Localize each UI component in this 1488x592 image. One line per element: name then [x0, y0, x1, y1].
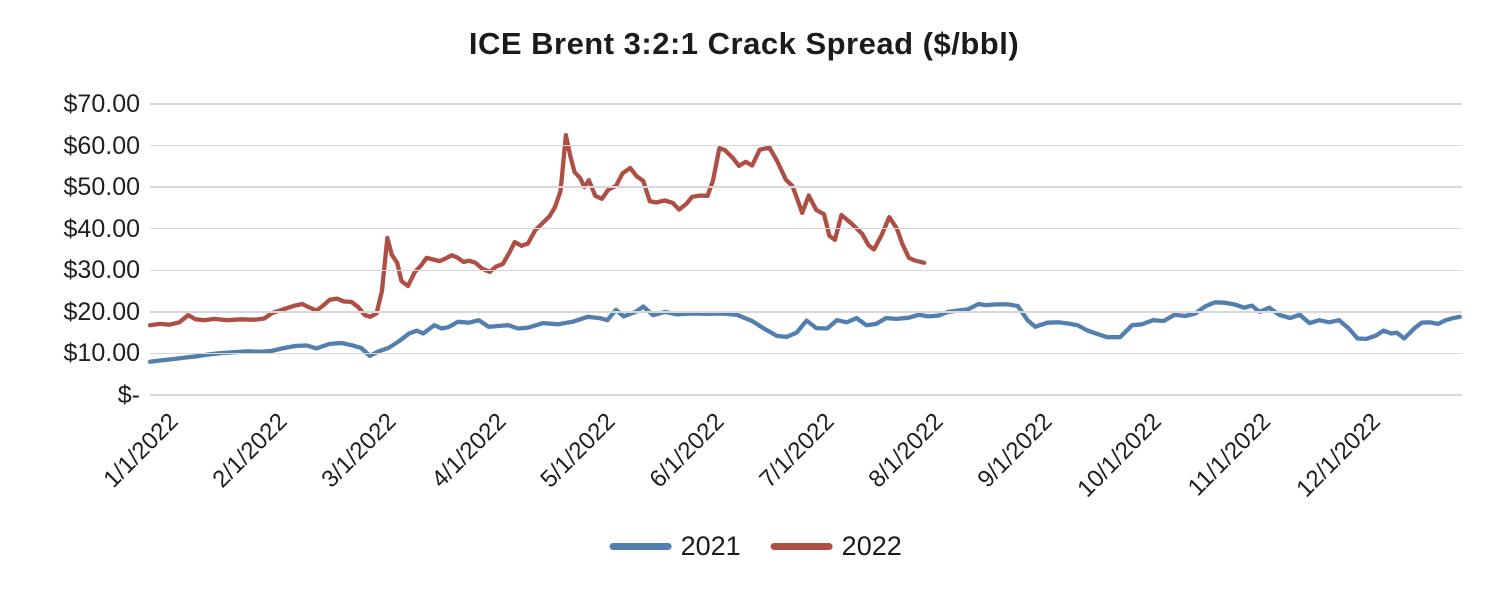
x-axis-label: 8/1/2022 [863, 408, 949, 494]
y-axis: $70.00 $60.00 $50.00 $40.00 $30.00 $20.00 $10.… [0, 90, 140, 409]
gridline [150, 311, 1462, 313]
x-axis-label: 5/1/2022 [535, 408, 621, 494]
y-axis-label: $60.00 [63, 131, 140, 160]
legend-label-2021: 2021 [680, 531, 741, 561]
legend-line-2021-icon [609, 543, 672, 550]
x-axis-label: 9/1/2022 [972, 408, 1058, 494]
gridline [150, 352, 1462, 355]
chart-lines [147, 133, 1462, 364]
y-axis-label: $20.00 [63, 297, 140, 326]
legend-item-2021: 2021 [609, 531, 741, 562]
x-axis-label: 7/1/2022 [753, 408, 840, 494]
x-axis-label: 3/1/2022 [316, 408, 402, 494]
gridline [150, 269, 1462, 272]
legend-line-2022-icon [770, 543, 833, 550]
x-axis-label: 4/1/2022 [425, 408, 512, 494]
x-axis-label: 11/1/2022 [1183, 408, 1277, 502]
gridline [150, 186, 1462, 188]
series-line-2021 [147, 300, 1462, 364]
gridline [150, 144, 1462, 147]
y-axis-label: $50.00 [63, 173, 140, 202]
y-axis-label: $40.00 [63, 214, 140, 243]
y-axis-label: $70.00 [63, 90, 140, 118]
legend: 2021 2022 [609, 531, 902, 562]
gridline [150, 227, 1462, 230]
x-axis-label: 10/1/2022 [1072, 408, 1168, 503]
legend-label-2022: 2022 [841, 531, 902, 561]
plot-area [147, 103, 1462, 396]
x-axis-label: 1/1/2022 [97, 408, 184, 494]
y-axis-label: $- [117, 381, 140, 409]
x-axis-label: 12/1/2022 [1291, 408, 1386, 503]
y-axis-label: $10.00 [63, 339, 140, 368]
legend-item-2022: 2022 [770, 531, 902, 562]
gridline [150, 103, 1462, 105]
y-axis-label: $30.00 [63, 256, 140, 285]
x-axis-label: 2/1/2022 [207, 408, 293, 494]
chart-title: ICE Brent 3:2:1 Crack Spread ($/bbl) [468, 26, 1020, 61]
gridline [150, 394, 1462, 396]
x-axis-label: 6/1/2022 [644, 408, 730, 494]
series-line-2022 [147, 133, 927, 328]
